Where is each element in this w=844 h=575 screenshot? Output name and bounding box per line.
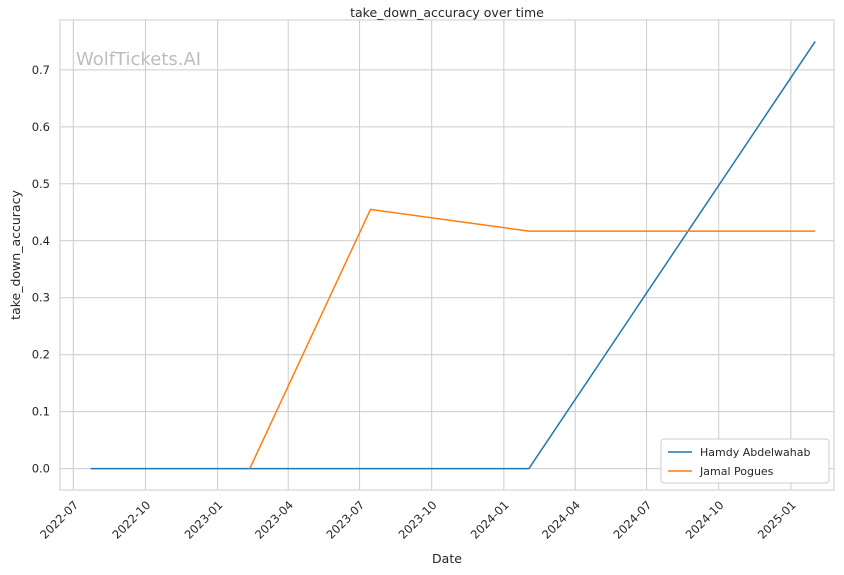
x-tick-label: 2023-01: [182, 498, 226, 542]
x-tick-label: 2022-07: [37, 498, 81, 542]
x-tick-label: 2024-10: [683, 498, 727, 542]
y-tick-label: 0.2: [32, 348, 50, 362]
y-tick-label: 0.0: [32, 462, 50, 476]
y-tick-label: 0.5: [32, 177, 50, 191]
series-lines: [90, 40, 816, 470]
series-line-1: [90, 40, 816, 470]
x-tick-label: 2024-04: [539, 498, 583, 542]
x-tick-label: 2025-01: [755, 498, 799, 542]
legend-label-2: Jamal Pogues: [699, 465, 774, 478]
y-tick-label: 0.3: [32, 291, 50, 305]
y-axis-title: take_down_accuracy: [8, 190, 23, 320]
y-tick-label: 0.1: [32, 405, 50, 419]
legend: Hamdy Abdelwahab Jamal Pogues: [660, 438, 830, 484]
series-line-2: [249, 208, 816, 469]
plot-frame: [59, 19, 835, 491]
x-tick-label: 2023-04: [252, 498, 296, 542]
x-tick-label: 2022-10: [109, 498, 153, 542]
x-tick-label: 2024-07: [611, 498, 655, 542]
x-tick-label: 2024-01: [468, 498, 512, 542]
chart-title: take_down_accuracy over time: [350, 5, 544, 20]
legend-box: [660, 438, 830, 484]
x-tick-label: 2023-10: [396, 498, 440, 542]
plot-background: [60, 20, 834, 490]
x-tick-labels: 2022-07 2022-10 2023-01 2023-04 2023-07 2023-…: [37, 498, 798, 542]
grid: [60, 20, 834, 490]
x-tick-label: 2023-07: [323, 498, 367, 542]
y-tick-label: 0.7: [32, 63, 50, 77]
watermark: WolfTickets.AI: [76, 49, 201, 70]
legend-label-1: Hamdy Abdelwahab: [700, 446, 810, 459]
x-axis-title: Date: [432, 551, 462, 566]
y-tick-label: 0.4: [32, 234, 50, 248]
y-tick-labels: 0.0 0.1 0.2 0.3 0.4 0.5 0.6 0.7: [32, 63, 50, 476]
y-tick-label: 0.6: [32, 120, 50, 134]
